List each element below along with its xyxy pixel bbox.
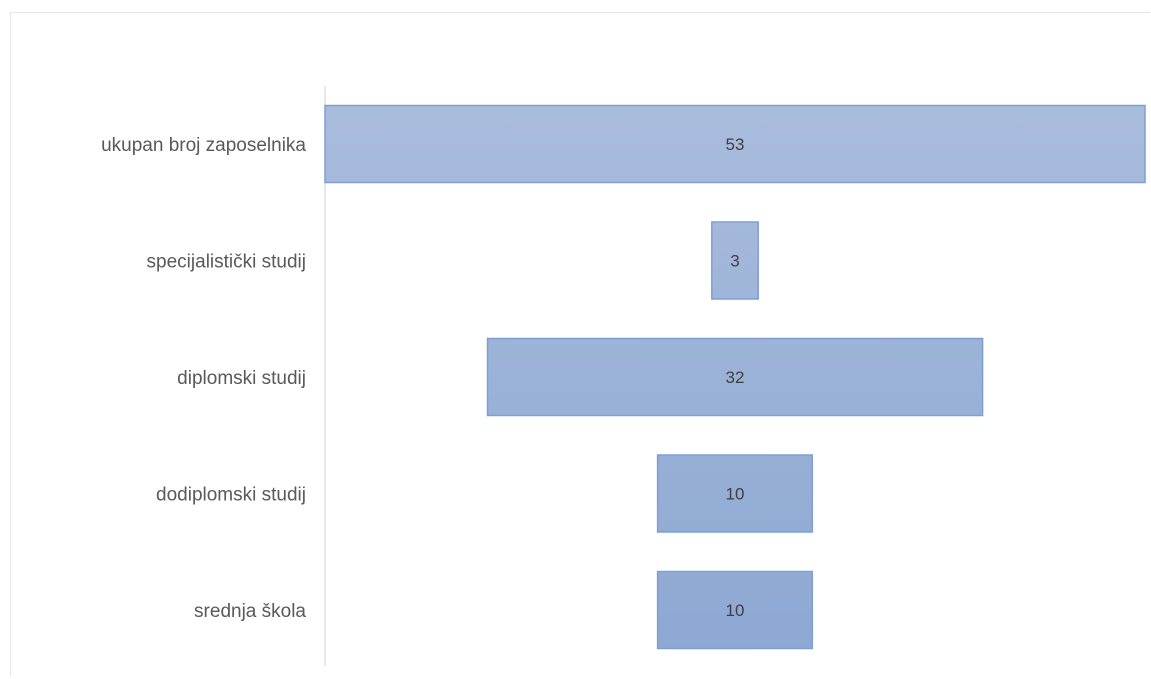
data-label: 10 (726, 485, 745, 504)
funnel-bar (486, 337, 984, 417)
category-tick-label: srednja škola (194, 601, 306, 622)
funnel-bar (656, 570, 814, 650)
category-tick-label: ukupan broj zaposelnika (101, 135, 306, 156)
data-label: 53 (726, 135, 745, 154)
data-label: 3 (730, 252, 739, 271)
funnel-bar (656, 454, 814, 533)
category-tick-label: specijalistički studij (147, 252, 306, 273)
funnel-bar (711, 221, 759, 300)
category-tick-label: diplomski studij (177, 368, 306, 389)
bars-layer (324, 104, 1146, 650)
data-label: 32 (726, 368, 745, 387)
labels-layer: 53 ukupan broj zaposelnika 3 specijalističk… (101, 135, 744, 622)
category-tick-label: dodiplomski studij (156, 485, 306, 506)
funnel-bar (324, 104, 1146, 184)
data-label: 10 (726, 601, 745, 620)
